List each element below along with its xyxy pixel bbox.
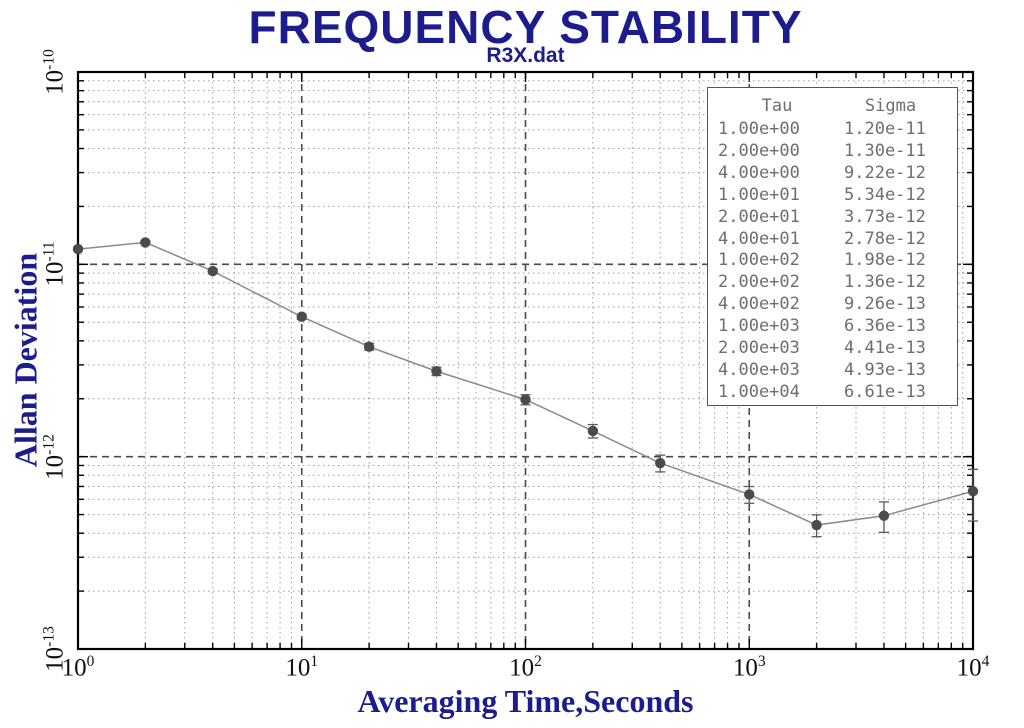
sigma-value: 6.36e-13: [844, 316, 926, 337]
tau-column-header: Tau: [761, 96, 793, 116]
table-row: 4.00e+03 4.93e-13: [718, 360, 945, 382]
data-point-marker: [140, 237, 151, 248]
tau-value: 4.00e+03: [718, 359, 800, 380]
data-point-marker: [655, 457, 666, 469]
x-axis-label: Averaging Time,Seconds: [357, 683, 694, 719]
sigma-value: 6.61e-13: [844, 381, 926, 402]
table-row: 1.00e+03 6.36e-13: [718, 316, 945, 338]
tau-value: 2.00e+02: [718, 272, 800, 293]
x-tick-label: 104: [956, 653, 990, 682]
table-row: 2.00e+01 3.73e-12: [718, 207, 945, 229]
sigma-value: 3.73e-12: [844, 206, 926, 227]
table-row: 1.00e+00 1.20e-11: [718, 119, 945, 141]
data-point-marker: [811, 519, 822, 531]
tau-value: 1.00e+04: [718, 381, 800, 402]
table-row: 2.00e+00 1.30e-11: [718, 141, 945, 163]
tau-value: 1.00e+00: [718, 119, 800, 139]
tau-value: 1.00e+02: [718, 250, 800, 271]
tau-sigma-table: Tau Sigma 1.00e+00 1.20e-11 2.00e+00 1.30e-…: [707, 87, 958, 406]
x-tick-label: 103: [732, 653, 766, 682]
tau-value: 2.00e+01: [718, 206, 800, 227]
sigma-value: 1.36e-12: [844, 272, 926, 293]
table-row: 4.00e+01 2.78e-12: [718, 229, 945, 251]
sigma-value: 1.98e-12: [844, 250, 926, 271]
sigma-value: 4.41e-13: [844, 338, 926, 359]
tau-value: 2.00e+03: [718, 338, 800, 359]
table-row: 4.00e+00 9.22e-12: [718, 163, 945, 185]
sigma-value: 9.22e-12: [844, 162, 926, 183]
x-tick-label: 102: [509, 653, 542, 682]
table-row: 2.00e+03 4.41e-13: [718, 338, 945, 360]
y-tick-label: 10-11: [40, 241, 69, 287]
data-point-marker: [72, 243, 84, 255]
sigma-value: 9.26e-13: [844, 294, 926, 315]
sigma-value: 1.20e-11: [844, 119, 926, 139]
tau-value: 4.00e+00: [718, 162, 800, 183]
table-row: 1.00e+02 1.98e-12: [718, 250, 945, 272]
data-point-marker: [431, 366, 442, 377]
sigma-column-header: Sigma: [864, 96, 917, 116]
data-point-marker: [296, 311, 307, 322]
y-tick-label: 10-10: [40, 49, 69, 95]
tau-value: 1.00e+03: [718, 316, 800, 337]
table-row: 1.00e+04 6.61e-13: [718, 382, 945, 404]
data-point-marker: [878, 510, 890, 521]
tau-value: 4.00e+01: [718, 228, 800, 249]
data-point-marker: [520, 394, 531, 405]
tau-value: 4.00e+02: [718, 294, 800, 315]
table-row: 1.00e+01 5.34e-12: [718, 185, 945, 207]
table-header-row: Tau Sigma: [718, 93, 945, 119]
tau-value: 1.00e+01: [718, 184, 800, 205]
sigma-value: 1.30e-11: [844, 140, 926, 161]
data-point-marker: [207, 265, 218, 277]
table-row: 4.00e+02 9.26e-13: [718, 294, 945, 316]
data-point-marker: [587, 425, 599, 437]
table-body: 1.00e+00 1.20e-11 2.00e+00 1.30e-11 4.00e+00…: [718, 119, 945, 404]
sigma-value: 5.34e-12: [844, 184, 926, 205]
sigma-value: 4.93e-13: [844, 359, 926, 380]
chart-title: FREQUENCY STABILITY: [248, 1, 803, 53]
y-tick-label: 10-13: [40, 626, 69, 672]
y-axis-label: Allan Deviation: [7, 252, 44, 468]
table-row: 2.00e+02 1.36e-12: [718, 272, 945, 294]
plot-border: [76, 70, 975, 651]
x-tick-label: 100: [61, 653, 95, 682]
y-tick-label: 10-12: [40, 433, 69, 480]
data-point-marker: [363, 341, 375, 352]
sigma-value: 2.78e-12: [844, 228, 926, 249]
chart-subtitle: R3X.dat: [486, 44, 565, 67]
tau-value: 2.00e+00: [718, 140, 800, 161]
x-tick-label: 101: [285, 653, 319, 682]
data-point-marker: [744, 489, 755, 500]
data-point-marker: [967, 486, 979, 497]
